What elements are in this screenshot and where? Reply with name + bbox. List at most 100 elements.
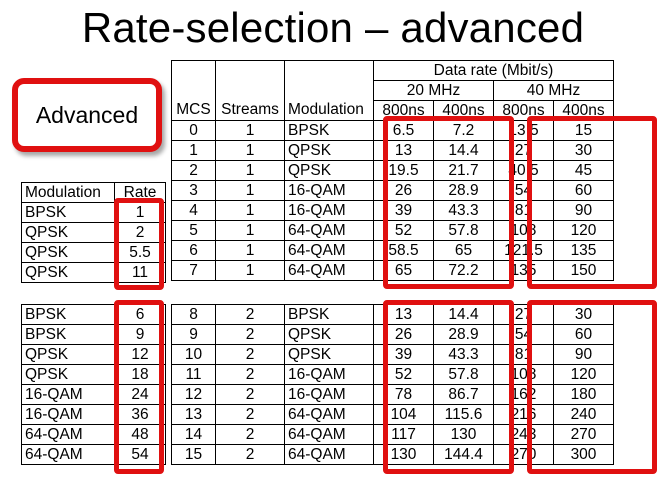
rate-40mhz-800ns: 54: [493, 180, 554, 201]
mcs-table-dual-stream: 8 2 BPSK 13 14.4 27 30 9 2 QPSK 26 28.9 54 60 10 2 QPSK 3…: [171, 304, 614, 465]
rate-40mhz-400ns: 180: [553, 384, 614, 405]
mcs-modulation: QPSK: [284, 160, 374, 181]
legacy-row: QPSK 11: [21, 262, 166, 283]
stream-count: 1: [215, 160, 285, 181]
mcs-index: 7: [171, 260, 216, 281]
legacy-rate: 18: [114, 364, 166, 385]
legacy-rows-top: BPSK 1 QPSK 2 QPSK 5.5 QPSK 11: [21, 202, 166, 283]
mcs-row: 6 1 64-QAM 58.5 65 121.5 135: [171, 240, 614, 261]
stream-count: 2: [215, 364, 285, 385]
mcs-modulation: 16-QAM: [284, 384, 374, 405]
rate-40mhz-400ns: 270: [553, 424, 614, 445]
rate-20mhz-800ns: 65: [373, 260, 434, 281]
mcs-index: 2: [171, 160, 216, 181]
col-mcs: MCS: [171, 60, 216, 121]
legacy-row: BPSK 6: [21, 304, 166, 325]
rate-20mhz-800ns: 58.5: [373, 240, 434, 261]
rate-20mhz-400ns: 28.9: [433, 180, 494, 201]
mcs-row: 5 1 64-QAM 52 57.8 108 120: [171, 220, 614, 241]
legacy-row: QPSK 18: [21, 364, 166, 385]
rate-20mhz-800ns: 39: [373, 344, 434, 365]
mcs-row: 1 1 QPSK 13 14.4 27 30: [171, 140, 614, 161]
legacy-modulation: BPSK: [21, 202, 115, 223]
mcs-index: 8: [171, 304, 216, 325]
rate-40mhz-800ns: 270: [493, 444, 554, 465]
header-40mhz: 40 MHz: [493, 80, 614, 101]
rate-40mhz-800ns: 81: [493, 344, 554, 365]
mcs-rows-single-stream: 0 1 BPSK 6.5 7.2 13.5 15 1 1 QPSK 13 14.4 27 30 2 1 QPSK…: [171, 120, 614, 281]
rate-20mhz-800ns: 26: [373, 324, 434, 345]
rate-40mhz-400ns: 45: [553, 160, 614, 181]
mcs-index: 3: [171, 180, 216, 201]
legacy-rate: 2: [114, 222, 166, 243]
rate-20mhz-800ns: 130: [373, 444, 434, 465]
stream-count: 2: [215, 444, 285, 465]
col-mcs-label: MCS: [176, 101, 211, 118]
rate-20mhz-400ns: 28.9: [433, 324, 494, 345]
rate-40mhz-800ns: 243: [493, 424, 554, 445]
rate-20mhz-400ns: 72.2: [433, 260, 494, 281]
stream-count: 2: [215, 404, 285, 425]
mcs-modulation: 16-QAM: [284, 200, 374, 221]
stream-count: 2: [215, 384, 285, 405]
legacy-modulation: 64-QAM: [21, 444, 115, 465]
stream-count: 1: [215, 260, 285, 281]
stream-count: 2: [215, 304, 285, 325]
legacy-row: 64-QAM 48: [21, 424, 166, 445]
header-40mhz-800ns: 800ns: [493, 100, 554, 121]
rate-20mhz-800ns: 39: [373, 200, 434, 221]
rate-40mhz-400ns: 90: [553, 200, 614, 221]
col-streams-label: Streams: [221, 101, 279, 118]
mcs-index: 5: [171, 220, 216, 241]
mcs-modulation: 64-QAM: [284, 424, 374, 445]
rate-20mhz-800ns: 78: [373, 384, 434, 405]
legacy-row: QPSK 5.5: [21, 242, 166, 263]
legacy-row: QPSK 12: [21, 344, 166, 365]
mcs-modulation: 64-QAM: [284, 240, 374, 261]
mcs-modulation: 64-QAM: [284, 404, 374, 425]
mcs-row: 7 1 64-QAM 65 72.2 135 150: [171, 260, 614, 281]
rate-40mhz-400ns: 120: [553, 364, 614, 385]
mcs-rows-dual-stream: 8 2 BPSK 13 14.4 27 30 9 2 QPSK 26 28.9 54 60 10 2 QPSK 3…: [171, 304, 614, 465]
stream-count: 2: [215, 344, 285, 365]
rate-40mhz-800ns: 40.5: [493, 160, 554, 181]
mcs-modulation: 64-QAM: [284, 220, 374, 241]
legacy-row: 16-QAM 24: [21, 384, 166, 405]
mcs-modulation: BPSK: [284, 120, 374, 141]
stream-count: 1: [215, 140, 285, 161]
mcs-modulation: QPSK: [284, 344, 374, 365]
mcs-row: 13 2 64-QAM 104 115.6 216 240: [171, 404, 614, 425]
mcs-index: 15: [171, 444, 216, 465]
advanced-badge: Advanced: [12, 78, 162, 152]
rate-40mhz-400ns: 60: [553, 180, 614, 201]
mcs-row: 15 2 64-QAM 130 144.4 270 300: [171, 444, 614, 465]
rate-20mhz-400ns: 57.8: [433, 220, 494, 241]
rate-20mhz-400ns: 21.7: [433, 160, 494, 181]
mcs-row: 14 2 64-QAM 117 130 243 270: [171, 424, 614, 445]
rate-40mhz-400ns: 135: [553, 240, 614, 261]
legacy-rate: 12: [114, 344, 166, 365]
header-20mhz: 20 MHz: [373, 80, 494, 101]
mcs-row: 4 1 16-QAM 39 43.3 81 90: [171, 200, 614, 221]
legacy-modulation: QPSK: [21, 242, 115, 263]
rate-20mhz-400ns: 43.3: [433, 200, 494, 221]
mcs-index: 4: [171, 200, 216, 221]
legacy-modulation: BPSK: [21, 324, 115, 345]
rate-20mhz-800ns: 52: [373, 220, 434, 241]
mcs-row: 10 2 QPSK 39 43.3 81 90: [171, 344, 614, 365]
rate-20mhz-400ns: 57.8: [433, 364, 494, 385]
rate-20mhz-400ns: 115.6: [433, 404, 494, 425]
page-title: Rate-selection – advanced: [81, 4, 585, 51]
mcs-index: 14: [171, 424, 216, 445]
rate-20mhz-800ns: 6.5: [373, 120, 434, 141]
stream-count: 2: [215, 324, 285, 345]
header-20mhz-400ns: 400ns: [433, 100, 494, 121]
rate-40mhz-800ns: 108: [493, 220, 554, 241]
legacy-rate: 1: [114, 202, 166, 223]
header-20mhz-800ns: 800ns: [373, 100, 434, 121]
legacy-rate: 24: [114, 384, 166, 405]
mcs-modulation: 16-QAM: [284, 180, 374, 201]
rate-20mhz-400ns: 130: [433, 424, 494, 445]
mcs-modulation: QPSK: [284, 324, 374, 345]
mcs-row: 0 1 BPSK 6.5 7.2 13.5 15: [171, 120, 614, 141]
